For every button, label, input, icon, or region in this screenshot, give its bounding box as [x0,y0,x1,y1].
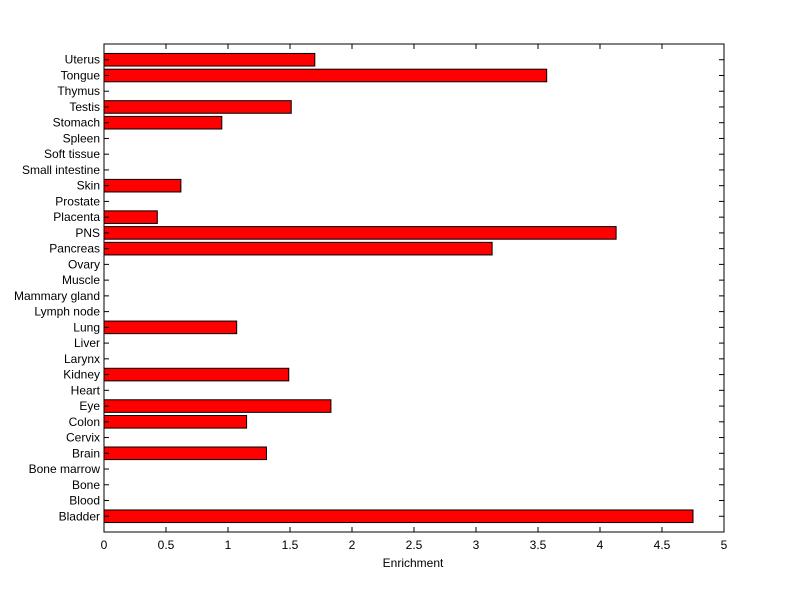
y-tick-label-cervix: Cervix [66,431,100,445]
bar-testis [103,100,292,114]
y-tick-label-heart: Heart [71,383,101,397]
y-tick-label-tongue: Tongue [61,68,101,82]
y-tick-label-muscle: Muscle [62,273,100,287]
y-tick-label-prostate: Prostate [55,194,100,208]
y-tick-label-mammary-gland: Mammary gland [14,289,100,303]
y-tick-label-liver: Liver [74,336,100,350]
x-tick-label-3: 1.5 [282,538,299,552]
y-tick-label-brain: Brain [72,446,100,460]
bar-colon [103,415,248,429]
x-tick-label-4: 2 [349,538,356,552]
y-tick-label-kidney: Kidney [63,368,100,382]
x-tick-label-0: 0 [101,538,108,552]
x-tick-label-5: 2.5 [406,538,423,552]
y-tick-label-bladder: Bladder [59,509,100,523]
y-tick-label-small-intestine: Small intestine [22,163,100,177]
y-tick-label-soft-tissue: Soft tissue [44,147,100,161]
y-tick-label-pancreas: Pancreas [49,242,100,256]
y-tick-label-spleen: Spleen [63,131,100,145]
y-tick-label-bone: Bone [72,478,100,492]
bar-kidney [103,367,290,382]
bar-uterus [103,52,316,67]
x-tick-label-9: 4.5 [654,538,671,552]
y-tick-label-lung: Lung [73,320,100,334]
y-tick-label-colon: Colon [69,415,100,429]
y-tick-label-eye: Eye [79,399,100,413]
x-tick-label-1: 0.5 [158,538,175,552]
bar-eye [103,399,332,413]
y-tick-label-testis: Testis [69,100,100,114]
x-tick-label-2: 1 [225,538,232,552]
bar-bladder [103,509,694,524]
bar-pancreas [103,241,493,256]
bar-tongue [103,68,548,83]
bar-placenta [103,210,158,224]
plot-frame [103,43,725,533]
ticks-group [103,44,725,532]
x-axis-title: Enrichment [383,556,444,570]
x-tick-labels: 0 0.5 1 1.5 2 2.5 3 3.5 4 4.5 5 [101,538,728,552]
y-tick-label-uterus: Uterus [65,53,100,67]
y-tick-label-blood: Blood [69,494,100,508]
x-tick-label-7: 3.5 [530,538,547,552]
bar-stomach [103,115,223,130]
bar-brain [103,446,267,461]
x-tick-label-10: 5 [721,538,728,552]
bar-skin [103,178,182,193]
y-tick-label-skin: Skin [77,179,100,193]
bar-lung [103,320,238,335]
x-tick-label-6: 3 [473,538,480,552]
y-tick-label-placenta: Placenta [53,210,100,224]
y-tick-label-ovary: Ovary [68,257,100,271]
x-tick-label-8: 4 [597,538,604,552]
y-tick-label-larynx: Larynx [64,352,100,366]
bar-pns [103,226,617,240]
y-tick-label-stomach: Stomach [53,116,100,130]
y-tick-label-pns: PNS [75,226,100,240]
y-tick-label-thymus: Thymus [57,84,100,98]
y-tick-label-lymph-node: Lymph node [34,305,100,319]
y-tick-label-bone-marrow: Bone marrow [29,462,101,476]
